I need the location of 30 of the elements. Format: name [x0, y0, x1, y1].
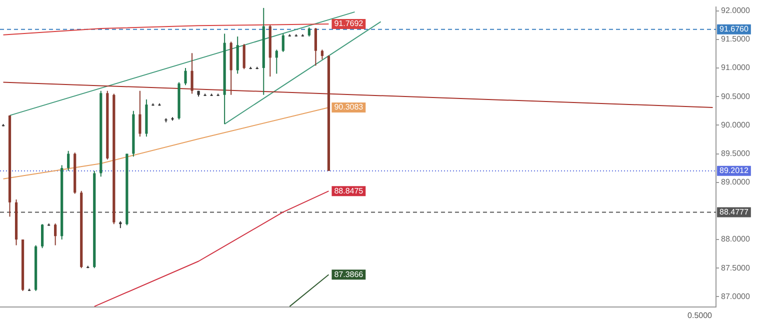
candlestick [282, 33, 284, 52]
y-tick-label: 89.5000 [721, 148, 750, 158]
y-tick-label: 90.5000 [721, 92, 750, 101]
candlestick [308, 26, 310, 38]
candlestick [320, 49, 324, 60]
y-tick-label: 92.0000 [721, 6, 750, 16]
data-label: 90.3083 [334, 102, 364, 112]
ref-line-label: 88.4777 [720, 207, 749, 216]
candlestick [184, 67, 187, 86]
candlestick [138, 90, 142, 138]
candlestick [67, 150, 70, 172]
candlestick [190, 52, 194, 94]
ref-line-label: 91.6760 [720, 24, 749, 34]
y-tick-label: 90.0000 [721, 120, 750, 130]
ref-line-label: 89.2012 [720, 166, 749, 176]
y-tick-label: 89.0000 [721, 178, 750, 187]
data-label: 88.8475 [334, 186, 364, 196]
candlestick [54, 223, 57, 246]
candlestick [41, 224, 44, 249]
candlestick [242, 43, 246, 70]
y-tick-label: 91.0000 [721, 63, 750, 72]
candlestick [314, 27, 317, 66]
y-tick-label: 91.5000 [721, 34, 750, 44]
data-label: 87.3866 [334, 270, 364, 279]
candlestick [275, 49, 278, 74]
y-tick-label: 87.0000 [721, 292, 750, 301]
data-label: 91.7692 [334, 19, 364, 28]
y-tick-label: 88.0000 [721, 234, 750, 244]
text: 0.5000 [688, 311, 713, 320]
y-tick-label: 87.5000 [721, 263, 750, 272]
